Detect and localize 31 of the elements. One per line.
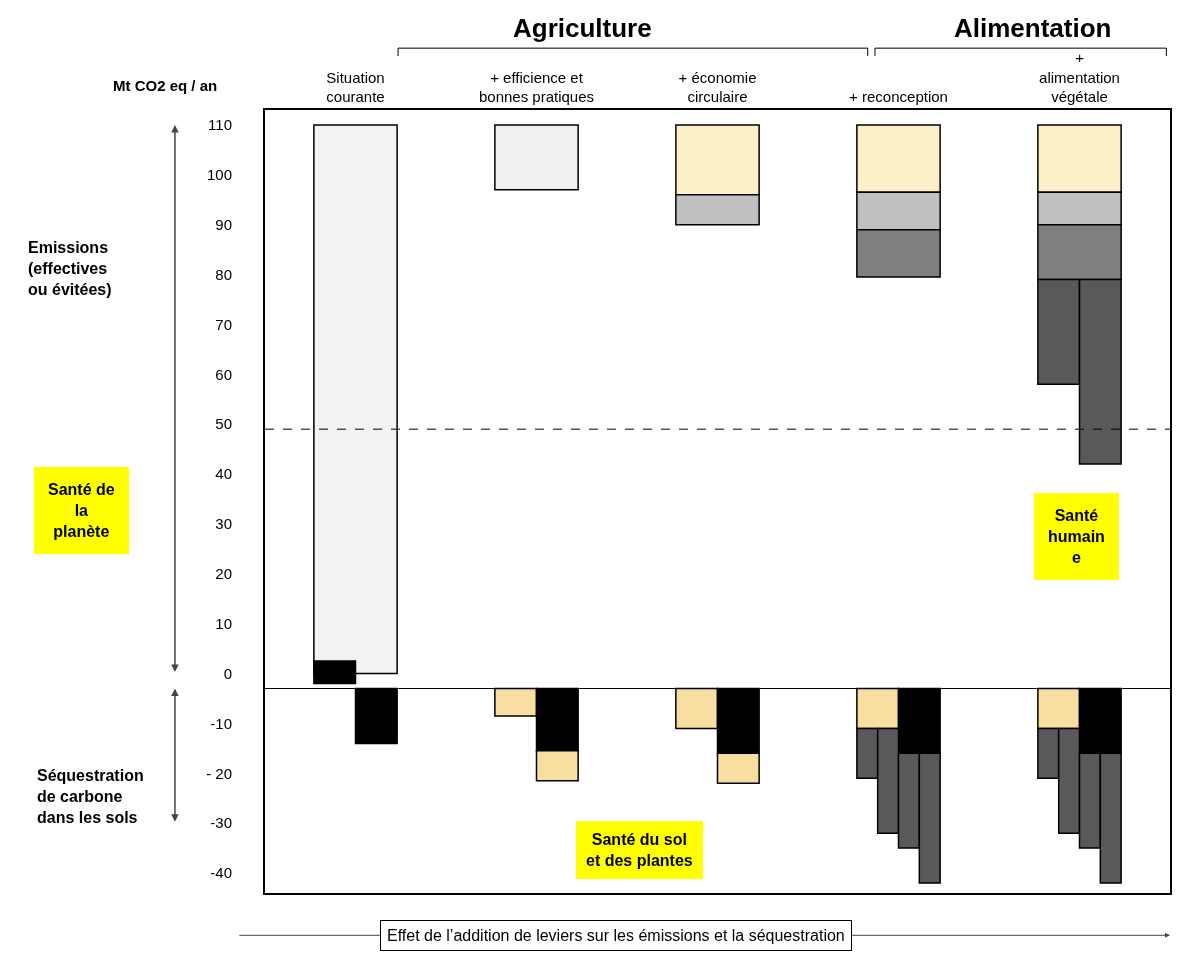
y-tick-label: 0 (223, 664, 232, 682)
y-tick-label: 60 (215, 365, 232, 383)
x-tick-label: + alimentation végétale (1039, 49, 1120, 105)
y-tick-label: 90 (215, 215, 232, 233)
y-tick-label: 30 (215, 515, 232, 533)
y-axis-title: Mt CO2 eq / an (113, 77, 218, 94)
text: Séquestration de carbone dans les sols (37, 767, 144, 826)
y-tick-label: -10 (210, 714, 232, 732)
y-tick-label: 20 (215, 565, 232, 583)
y-tick-label: 100 (206, 166, 232, 184)
y-tick-label: 40 (215, 465, 232, 483)
text: Effet de l’addition de leviers sur les émissions et la séquestration (387, 927, 845, 944)
x-tick-label: Situation courante (326, 68, 385, 105)
y-tick-label: -40 (210, 864, 232, 882)
annotation: Santé humain e (1048, 507, 1105, 566)
x-tick-label: + reconception (849, 88, 948, 105)
y-tick-label: -30 (210, 814, 232, 832)
bar (494, 124, 579, 191)
y-tick-label: 70 (215, 315, 232, 333)
y-tick-label: 110 (208, 116, 232, 134)
y-tick-label: 80 (215, 265, 232, 283)
y-tick-label: 50 (215, 415, 232, 433)
text: Alimentation (954, 13, 1112, 43)
x-tick-label: + efficience et bonnes pratiques (478, 68, 595, 105)
y-tick-label: - 20 (206, 764, 232, 782)
annotation: Santé du sol et des plantes (586, 831, 693, 869)
text: Santé de la planète (48, 481, 115, 540)
text: Agriculture (513, 13, 652, 43)
text: Emissions (effectives ou évitées) (28, 239, 112, 298)
x-tick-label: + économie circulaire (678, 68, 757, 105)
y-tick-label: 10 (215, 614, 232, 632)
